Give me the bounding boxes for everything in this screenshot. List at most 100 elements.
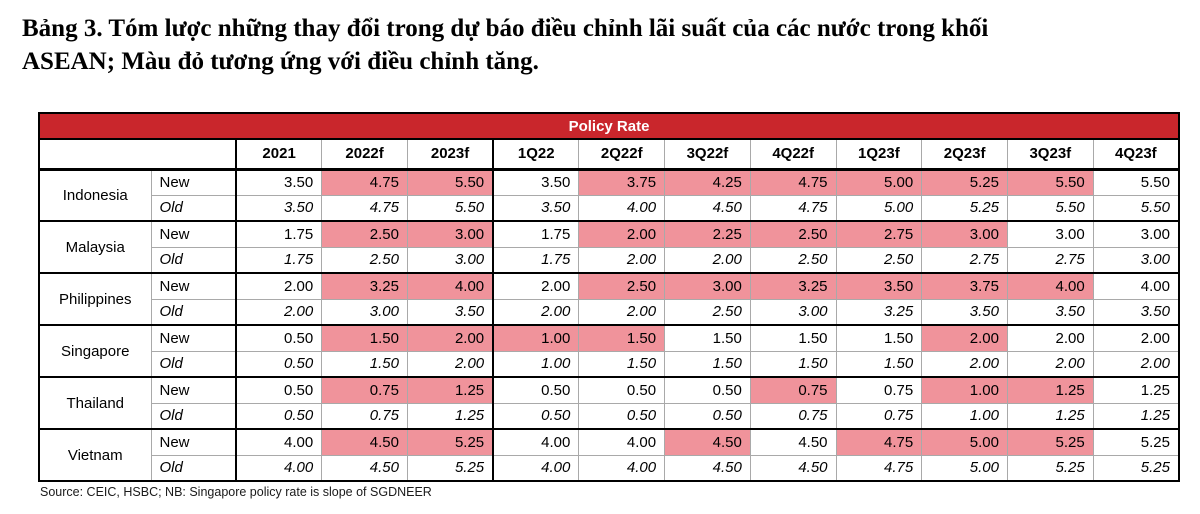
rate-cell: 1.50 [664, 350, 751, 378]
rate-cell: 4.00 [578, 454, 666, 482]
rate-cell: 1.25 [1006, 376, 1094, 404]
rate-cell: 2.00 [578, 298, 666, 326]
rate-cell: 4.00 [235, 428, 323, 456]
column-header-1q23f: 1Q23f [835, 138, 923, 171]
rate-cell: 2.25 [664, 220, 751, 248]
rate-cell: 3.75 [578, 168, 666, 196]
rate-cell: 4.75 [321, 194, 408, 222]
rate-cell: 2.50 [321, 246, 408, 274]
policy-rate-table-wrapper: Policy Rate 2021 2022f 2023f 1Q22 2Q22f 3Q22f 4… [38, 112, 1180, 482]
column-header-row: 2021 2022f 2023f 1Q22 2Q22f 3Q22f 4Q22f 1Q23f 2Q… [38, 138, 1180, 171]
rate-cell: 1.25 [1092, 376, 1180, 404]
rate-cell: 4.25 [664, 168, 751, 196]
rate-cell: 3.50 [921, 298, 1008, 326]
rate-cell: 1.75 [492, 246, 580, 274]
rate-cell: 1.25 [1006, 402, 1094, 430]
rate-cell: 2.50 [749, 246, 837, 274]
rate-cell: 1.00 [921, 376, 1008, 404]
rate-cell: 0.50 [664, 402, 751, 430]
rate-cell: 5.25 [1092, 428, 1180, 456]
rate-cell: 4.00 [492, 454, 580, 482]
rate-cell: 1.50 [749, 324, 837, 352]
rate-cell: 2.50 [578, 272, 666, 300]
banner-row: Policy Rate [38, 112, 1180, 140]
rate-cell: 3.00 [1092, 220, 1180, 248]
rate-cell: 5.50 [1006, 168, 1094, 196]
column-header-4q23f: 4Q23f [1092, 138, 1180, 171]
rate-cell: 2.00 [664, 246, 751, 274]
rate-cell: 4.00 [578, 194, 666, 222]
rate-cell: 2.00 [578, 220, 666, 248]
rate-cell: 0.50 [578, 376, 666, 404]
rate-cell: 0.50 [235, 324, 323, 352]
column-header-2q22f: 2Q22f [578, 138, 666, 171]
rate-cell: 0.75 [835, 402, 923, 430]
rate-cell: 2.50 [749, 220, 837, 248]
country-label: Singapore [38, 324, 152, 378]
rate-cell: 3.00 [321, 298, 408, 326]
row-label-old: Old [150, 298, 237, 326]
rate-cell: 0.75 [321, 402, 408, 430]
table-row-new-thailand: Thailand New 0.50 0.75 1.25 0.50 0.50 0.50 0.75 0… [38, 376, 1180, 430]
rate-cell: 1.25 [406, 402, 494, 430]
rate-cell: 4.50 [749, 454, 837, 482]
rate-cell: 1.00 [492, 324, 580, 352]
rate-cell: 0.75 [835, 376, 923, 404]
rate-cell: 5.25 [406, 428, 494, 456]
table-row-old-philippines: Old 2.00 3.00 3.50 2.00 2.00 2.50 3.00 3.25 3.50 3… [39, 298, 1180, 326]
rate-cell: 2.00 [406, 324, 494, 352]
rate-cell: 5.00 [921, 454, 1008, 482]
rate-cell: 2.00 [921, 350, 1008, 378]
rate-cell: 1.00 [921, 402, 1008, 430]
rate-cell: 1.50 [664, 324, 751, 352]
rate-cell: 5.00 [921, 428, 1008, 456]
rate-cell: 5.50 [406, 168, 494, 196]
rate-cell: 2.00 [1092, 350, 1180, 378]
rate-cell: 2.50 [835, 246, 923, 274]
rate-cell: 4.00 [1006, 272, 1094, 300]
rate-cell: 4.50 [664, 454, 751, 482]
rate-cell: 4.75 [835, 428, 923, 456]
column-header-2q23f: 2Q23f [921, 138, 1008, 171]
rate-cell: 5.25 [921, 168, 1008, 196]
rate-cell: 0.75 [321, 376, 408, 404]
table-row-new-philippines: Philippines New 2.00 3.25 4.00 2.00 2.50 3.00 3.… [38, 272, 1180, 326]
row-label-new: New [150, 272, 237, 300]
rate-cell: 5.50 [1092, 168, 1180, 196]
rate-cell: 4.00 [1092, 272, 1180, 300]
table-head: Policy Rate 2021 2022f 2023f 1Q22 2Q22f 3Q22f 4… [38, 112, 1180, 171]
table-row-old-vietnam: Old 4.00 4.50 5.25 4.00 4.00 4.50 4.50 4.75 5.00 5… [39, 454, 1180, 482]
row-label-new: New [150, 324, 237, 352]
table-title: Bảng 3. Tóm lược những thay đổi trong dự… [22, 12, 1172, 78]
row-label-old: Old [150, 194, 237, 222]
rate-cell: 5.00 [835, 194, 923, 222]
row-label-new: New [150, 168, 237, 196]
table-body: Indonesia New 3.50 4.75 5.50 3.50 3.75 4.25 4.75… [38, 168, 1180, 482]
rate-cell: 2.00 [235, 298, 323, 326]
rate-cell: 0.50 [492, 402, 580, 430]
rate-cell: 0.50 [578, 402, 666, 430]
rate-cell: 4.75 [749, 194, 837, 222]
table-row-old-singapore: Old 0.50 1.50 2.00 1.00 1.50 1.50 1.50 1.50 2.00 2… [39, 350, 1180, 378]
rate-cell: 2.00 [1006, 350, 1094, 378]
row-label-old: Old [150, 454, 237, 482]
table-title-line1: Bảng 3. Tóm lược những thay đổi trong dự… [22, 15, 989, 42]
rate-cell: 0.50 [235, 402, 323, 430]
rate-cell: 1.75 [235, 220, 323, 248]
table-row-new-vietnam: Vietnam New 4.00 4.50 5.25 4.00 4.00 4.50 4.50 4.… [38, 428, 1180, 482]
country-label: Vietnam [38, 428, 152, 482]
rate-cell: 3.75 [921, 272, 1008, 300]
rate-cell: 4.75 [749, 168, 837, 196]
row-label-new: New [150, 220, 237, 248]
country-label: Thailand [38, 376, 152, 430]
rate-cell: 3.25 [835, 298, 923, 326]
rate-cell: 4.00 [578, 428, 666, 456]
rate-cell: 2.00 [1006, 324, 1094, 352]
rate-cell: 4.50 [749, 428, 837, 456]
rate-cell: 1.75 [492, 220, 580, 248]
rate-cell: 5.25 [1092, 454, 1180, 482]
banner-label: Policy Rate [38, 112, 1180, 140]
table-row-new-singapore: Singapore New 0.50 1.50 2.00 1.00 1.50 1.50 1.50… [38, 324, 1180, 378]
column-header-2023f: 2023f [406, 138, 494, 171]
